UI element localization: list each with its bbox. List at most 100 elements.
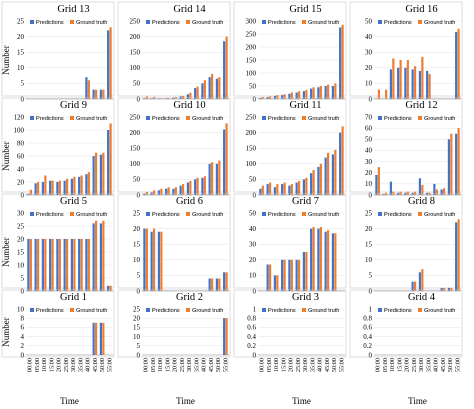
y-tick-label: 0 bbox=[253, 351, 257, 359]
y-tick-label: 15 bbox=[133, 324, 141, 332]
bar-prediction bbox=[302, 91, 305, 99]
bar-ground-truth bbox=[102, 322, 105, 355]
legend-label-predictions: Predictions bbox=[268, 212, 296, 218]
y-tick-label: 50 bbox=[365, 136, 373, 144]
bar-ground-truth bbox=[269, 182, 272, 195]
legend-swatch-predictions bbox=[30, 20, 34, 24]
bar-ground-truth bbox=[109, 285, 112, 291]
bar-prediction bbox=[302, 179, 305, 195]
x-tick-label: 55:00 bbox=[338, 358, 345, 372]
y-tick-label: 5 bbox=[21, 274, 25, 282]
bar-prediction bbox=[324, 157, 327, 195]
legend-label-predictions: Predictions bbox=[36, 308, 64, 314]
legend-swatch-predictions bbox=[30, 116, 34, 120]
bar-ground-truth bbox=[305, 252, 308, 291]
panel-grid-11: Grid 11 0 50 100 150 200 250 Predictions Ground … bbox=[233, 97, 347, 199]
y-tick-label: 15 bbox=[17, 49, 25, 57]
legend-swatch-predictions bbox=[146, 116, 150, 120]
panel-title: Grid 6 bbox=[176, 196, 203, 207]
y-tick-label: 25 bbox=[17, 222, 25, 230]
legend-label-predictions: Predictions bbox=[384, 212, 412, 218]
x-tick-label: 25:00 bbox=[411, 358, 418, 372]
bar-ground-truth bbox=[276, 275, 279, 291]
x-tick-label: 10:00 bbox=[41, 358, 48, 372]
bar-ground-truth bbox=[392, 58, 395, 99]
bar-ground-truth bbox=[414, 191, 417, 195]
bar-prediction bbox=[433, 183, 436, 195]
bar-ground-truth bbox=[443, 287, 446, 291]
x-tick-label: 40:00 bbox=[201, 358, 208, 372]
bar-prediction bbox=[63, 239, 66, 291]
bar-ground-truth bbox=[305, 177, 308, 195]
y-tick-label: 2 bbox=[21, 342, 25, 350]
bar-ground-truth bbox=[290, 184, 293, 195]
y-tick-label: 0 bbox=[137, 191, 141, 199]
bar-ground-truth bbox=[51, 180, 54, 195]
legend-label-predictions: Predictions bbox=[384, 20, 412, 26]
bar-ground-truth bbox=[392, 191, 395, 195]
x-tick-label: 00:00 bbox=[375, 358, 382, 372]
bar-prediction bbox=[411, 281, 414, 291]
bar-ground-truth bbox=[377, 89, 380, 99]
y-tick-label: 25 bbox=[133, 305, 141, 313]
y-tick-label: 0 bbox=[369, 287, 373, 295]
x-tick-label: 25:00 bbox=[63, 358, 70, 372]
y-tick-label: 25 bbox=[17, 17, 25, 25]
bar-ground-truth bbox=[189, 180, 192, 195]
bar-prediction bbox=[397, 67, 400, 99]
legend-label-ground-truth: Ground truth bbox=[308, 20, 339, 26]
bar-prediction bbox=[295, 92, 298, 99]
bar-prediction bbox=[165, 188, 168, 195]
bar-ground-truth bbox=[29, 239, 32, 291]
bar-ground-truth bbox=[377, 167, 380, 195]
y-tick-label: 0.2 bbox=[247, 342, 256, 350]
bar-ground-truth bbox=[225, 123, 228, 195]
legend-label-ground-truth: Ground truth bbox=[424, 308, 455, 314]
x-axis-title: Time bbox=[176, 396, 195, 406]
legend-label-predictions: Predictions bbox=[152, 308, 180, 314]
bar-prediction bbox=[447, 287, 450, 291]
x-tick-label: 40:00 bbox=[433, 358, 440, 372]
bar-prediction bbox=[266, 264, 269, 291]
panel-grid-8: Grid 8 0 5 10 15 20 25 Predictions Ground truth bbox=[349, 193, 463, 295]
bar-ground-truth bbox=[421, 269, 424, 291]
bar-ground-truth bbox=[399, 60, 402, 99]
y-tick-label: 250 bbox=[246, 113, 257, 121]
panel-title: Grid 2 bbox=[176, 292, 203, 303]
x-tick-label: 55:00 bbox=[106, 358, 113, 372]
bar-ground-truth bbox=[58, 180, 61, 195]
bar-prediction bbox=[157, 190, 160, 195]
legend-label-ground-truth: Ground truth bbox=[76, 20, 107, 26]
y-tick-label: 30 bbox=[249, 241, 257, 249]
y-tick-label: 25 bbox=[365, 209, 373, 217]
y-axis-title: Number bbox=[1, 45, 11, 75]
y-tick-label: 0 bbox=[21, 95, 25, 103]
y-tick-label: 70 bbox=[365, 113, 373, 121]
panel-title: Grid 4 bbox=[408, 292, 436, 303]
x-tick-label: 40:00 bbox=[317, 358, 324, 372]
y-tick-label: 200 bbox=[130, 33, 141, 41]
bar-ground-truth bbox=[51, 239, 54, 291]
y-tick-label: 0.8 bbox=[363, 315, 372, 323]
bar-prediction bbox=[223, 41, 226, 99]
bar-ground-truth bbox=[225, 36, 228, 99]
bar-ground-truth bbox=[443, 188, 446, 195]
x-tick-label: 30:00 bbox=[418, 358, 425, 372]
x-tick-label: 35:00 bbox=[77, 358, 84, 372]
y-tick-label: 50 bbox=[133, 80, 141, 88]
bar-ground-truth bbox=[414, 66, 417, 99]
panel-frame bbox=[117, 1, 231, 97]
x-tick-label: 05:00 bbox=[34, 358, 41, 372]
bar-ground-truth bbox=[196, 177, 199, 195]
legend-label-predictions: Predictions bbox=[36, 116, 64, 122]
bar-prediction bbox=[208, 278, 211, 291]
y-tick-label: 250 bbox=[130, 113, 141, 121]
panel-grid-9: Grid 9 0 20 40 60 80 100 120 Predictions Ground t… bbox=[1, 97, 115, 199]
bar-prediction bbox=[411, 69, 414, 99]
bar-prediction bbox=[215, 163, 218, 195]
x-tick-label: 50:00 bbox=[447, 358, 454, 372]
legend-label-predictions: Predictions bbox=[268, 20, 296, 26]
y-tick-label: 60 bbox=[365, 124, 373, 132]
bar-ground-truth bbox=[87, 80, 90, 99]
x-axis-title: Time bbox=[60, 396, 79, 406]
